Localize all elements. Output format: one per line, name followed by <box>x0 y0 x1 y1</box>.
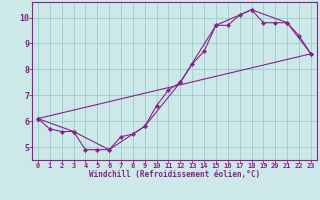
X-axis label: Windchill (Refroidissement éolien,°C): Windchill (Refroidissement éolien,°C) <box>89 170 260 179</box>
